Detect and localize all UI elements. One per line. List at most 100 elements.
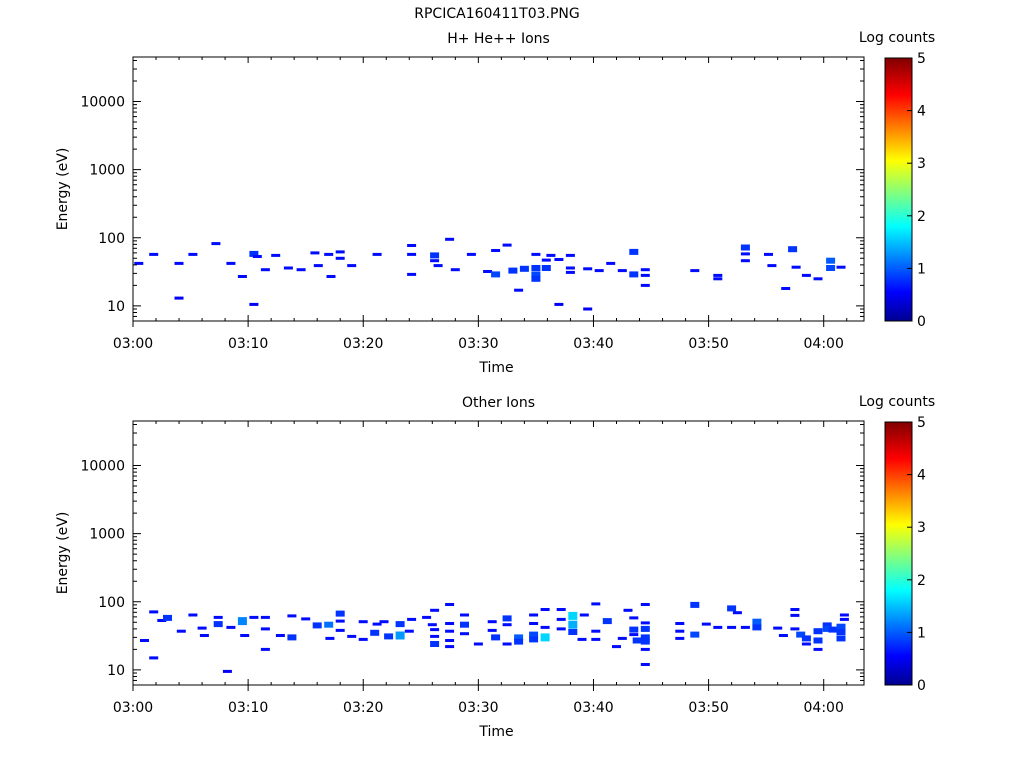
data-cell bbox=[577, 637, 587, 641]
data-cell bbox=[568, 611, 578, 620]
data-cell bbox=[430, 628, 440, 632]
data-cell bbox=[395, 621, 405, 628]
y-tick-label: 1000 bbox=[89, 527, 125, 543]
colorbar-label: Log counts bbox=[859, 394, 935, 410]
data-cell bbox=[283, 266, 293, 270]
data-cell bbox=[531, 275, 541, 282]
colorbar bbox=[884, 421, 913, 686]
data-cell bbox=[540, 633, 550, 642]
data-cell bbox=[790, 627, 800, 631]
data-cell bbox=[813, 647, 823, 651]
data-cell bbox=[529, 622, 539, 625]
data-cell bbox=[822, 625, 832, 632]
data-cell bbox=[197, 626, 207, 630]
data-cell bbox=[836, 629, 846, 635]
data-cell bbox=[163, 614, 172, 621]
x-axis-label: Time bbox=[478, 724, 513, 740]
x-tick-label: 03:50 bbox=[688, 336, 728, 352]
data-cell bbox=[713, 625, 723, 629]
data-cell bbox=[836, 623, 846, 630]
data-cell bbox=[491, 249, 501, 252]
data-cell bbox=[324, 621, 334, 628]
colorbar-tick-label: 1 bbox=[917, 625, 926, 641]
colorbar-tick-label: 2 bbox=[917, 209, 926, 225]
data-cell bbox=[430, 608, 440, 612]
data-cell bbox=[727, 605, 737, 612]
data-cell bbox=[407, 252, 417, 256]
data-cell bbox=[514, 634, 524, 641]
data-cell bbox=[508, 267, 518, 274]
y-tick-label: 100 bbox=[98, 595, 125, 611]
data-cell bbox=[487, 620, 497, 624]
data-cell bbox=[801, 642, 811, 646]
data-cell bbox=[594, 269, 604, 273]
data-cell bbox=[149, 610, 159, 614]
data-cell bbox=[602, 618, 612, 625]
data-cell bbox=[134, 261, 144, 265]
data-cell bbox=[540, 608, 550, 611]
data-cell bbox=[450, 268, 460, 272]
data-cell bbox=[690, 631, 700, 638]
data-cell bbox=[640, 647, 650, 651]
data-cell bbox=[822, 622, 832, 629]
figure-title: RPCICA160411T03.PNG bbox=[414, 6, 579, 22]
data-cell bbox=[836, 265, 846, 269]
data-cell bbox=[839, 617, 849, 621]
data-cell bbox=[828, 626, 838, 633]
data-cell bbox=[445, 629, 455, 633]
colorbar-tick-label: 3 bbox=[917, 520, 926, 536]
data-cell bbox=[713, 273, 723, 277]
data-cell bbox=[445, 639, 455, 642]
data-cell bbox=[460, 621, 469, 628]
data-cell bbox=[372, 252, 382, 256]
data-cell bbox=[623, 608, 633, 612]
data-cell bbox=[727, 625, 737, 629]
data-cell bbox=[324, 252, 334, 256]
data-cell bbox=[788, 246, 798, 253]
data-cell bbox=[640, 268, 650, 272]
x-tick-label: 03:20 bbox=[343, 336, 383, 352]
data-cell bbox=[260, 615, 270, 619]
data-cell bbox=[554, 302, 564, 306]
data-cell bbox=[690, 601, 700, 608]
data-cell bbox=[407, 244, 417, 247]
data-cell bbox=[778, 634, 788, 637]
data-cell bbox=[640, 634, 650, 641]
data-cell bbox=[675, 629, 685, 633]
data-cell bbox=[312, 622, 322, 629]
data-cells bbox=[140, 601, 849, 673]
colorbar-tick-label: 4 bbox=[917, 468, 926, 484]
data-cell bbox=[565, 270, 575, 274]
x-tick-label: 03:40 bbox=[573, 700, 613, 716]
panel-title: Other Ions bbox=[462, 395, 535, 411]
data-cell bbox=[579, 613, 589, 617]
data-cell bbox=[531, 252, 541, 256]
data-cell bbox=[379, 620, 389, 624]
panel-title: H+ He++ Ions bbox=[447, 31, 550, 47]
data-cell bbox=[740, 625, 750, 629]
data-cell bbox=[629, 248, 639, 255]
data-cell bbox=[740, 252, 750, 256]
data-cell bbox=[149, 252, 159, 256]
data-cell bbox=[249, 302, 259, 306]
data-cell bbox=[826, 265, 836, 271]
data-cell bbox=[629, 271, 639, 278]
data-cell bbox=[445, 603, 455, 606]
data-cell bbox=[326, 275, 336, 278]
x-tick-label: 03:40 bbox=[573, 336, 613, 352]
data-cell bbox=[213, 615, 223, 619]
data-cell bbox=[335, 610, 345, 617]
data-cell bbox=[237, 275, 247, 278]
data-cell bbox=[541, 265, 551, 271]
colorbar-tick-label: 3 bbox=[917, 156, 926, 172]
data-cell bbox=[310, 251, 320, 255]
data-cell bbox=[240, 634, 250, 637]
data-cell bbox=[502, 243, 512, 247]
data-cell bbox=[335, 250, 345, 254]
data-cell bbox=[260, 647, 270, 651]
data-cell bbox=[174, 261, 184, 265]
colorbar-tick-label: 4 bbox=[917, 104, 926, 120]
x-tick-label: 03:30 bbox=[458, 336, 498, 352]
data-cell bbox=[335, 619, 345, 623]
